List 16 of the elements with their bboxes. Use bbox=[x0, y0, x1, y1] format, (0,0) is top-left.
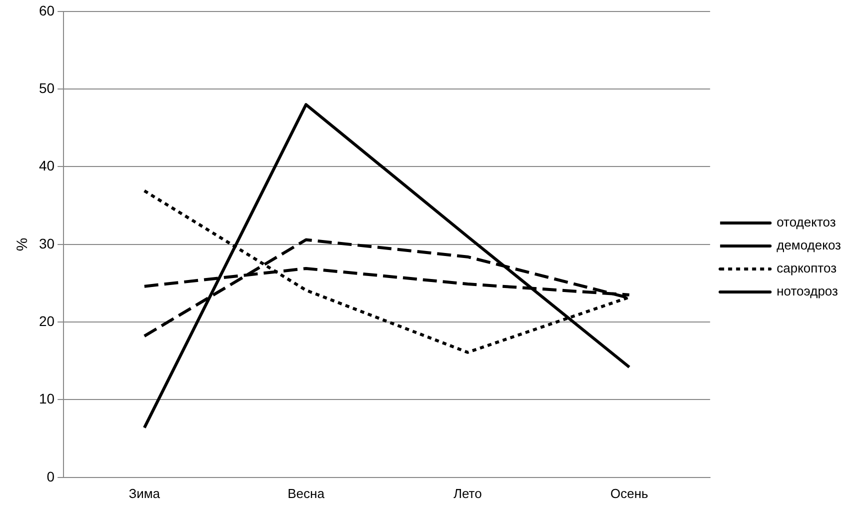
legend-label: демодекоз bbox=[776, 238, 842, 253]
y-axis-title: % bbox=[14, 238, 32, 252]
y-tick-label: 50 bbox=[38, 80, 55, 96]
y-tick-label: 0 bbox=[46, 468, 55, 484]
x-tick-label: Весна bbox=[288, 486, 326, 501]
y-tick-label: 10 bbox=[38, 390, 55, 407]
legend-label: нотоэдроз bbox=[776, 284, 838, 299]
x-tick-label: Осень bbox=[610, 486, 648, 501]
y-tick-label: 40 bbox=[38, 158, 55, 174]
y-tick-label: 30 bbox=[38, 235, 55, 252]
legend-label: саркоптоз bbox=[776, 260, 837, 276]
legend-label: отодектоз bbox=[776, 214, 836, 230]
y-tick-label: 20 bbox=[38, 312, 55, 329]
x-tick-label: Зима bbox=[128, 486, 161, 501]
x-tick-label: Лето bbox=[453, 486, 482, 501]
y-tick-label: 60 bbox=[38, 2, 55, 18]
